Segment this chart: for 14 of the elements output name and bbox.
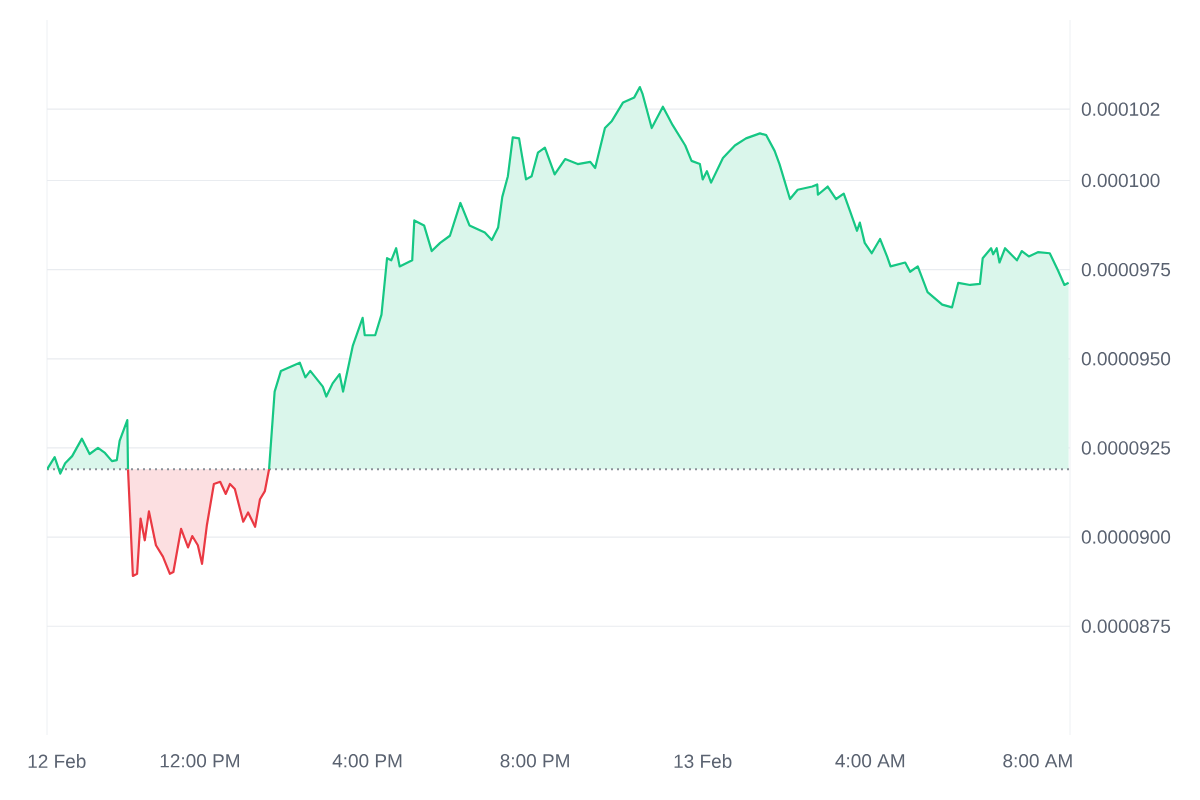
x-tick-label: 4:00 PM	[332, 754, 402, 768]
x-tick-label: 12:00 PM	[160, 754, 240, 768]
y-tick-label: 0.0000950	[1081, 352, 1171, 366]
x-tick-label: 12 Feb	[28, 754, 86, 769]
x-tick-label: 8:00 AM	[1003, 754, 1072, 768]
y-tick-label: 0.000102	[1081, 102, 1160, 116]
y-tick-label: 0.0000900	[1081, 530, 1171, 544]
y-tick-label: 0.0000875	[1081, 619, 1171, 633]
y-tick-label: 0.0000975	[1081, 262, 1171, 277]
x-tick-label: 8:00 PM	[500, 754, 569, 768]
x-tick-label: 13 Feb	[674, 754, 732, 769]
x-tick-label: 4:00 AM	[835, 754, 905, 768]
y-tick-label: 0.0000925	[1081, 441, 1171, 455]
y-tick-label: 0.000100	[1081, 173, 1160, 188]
